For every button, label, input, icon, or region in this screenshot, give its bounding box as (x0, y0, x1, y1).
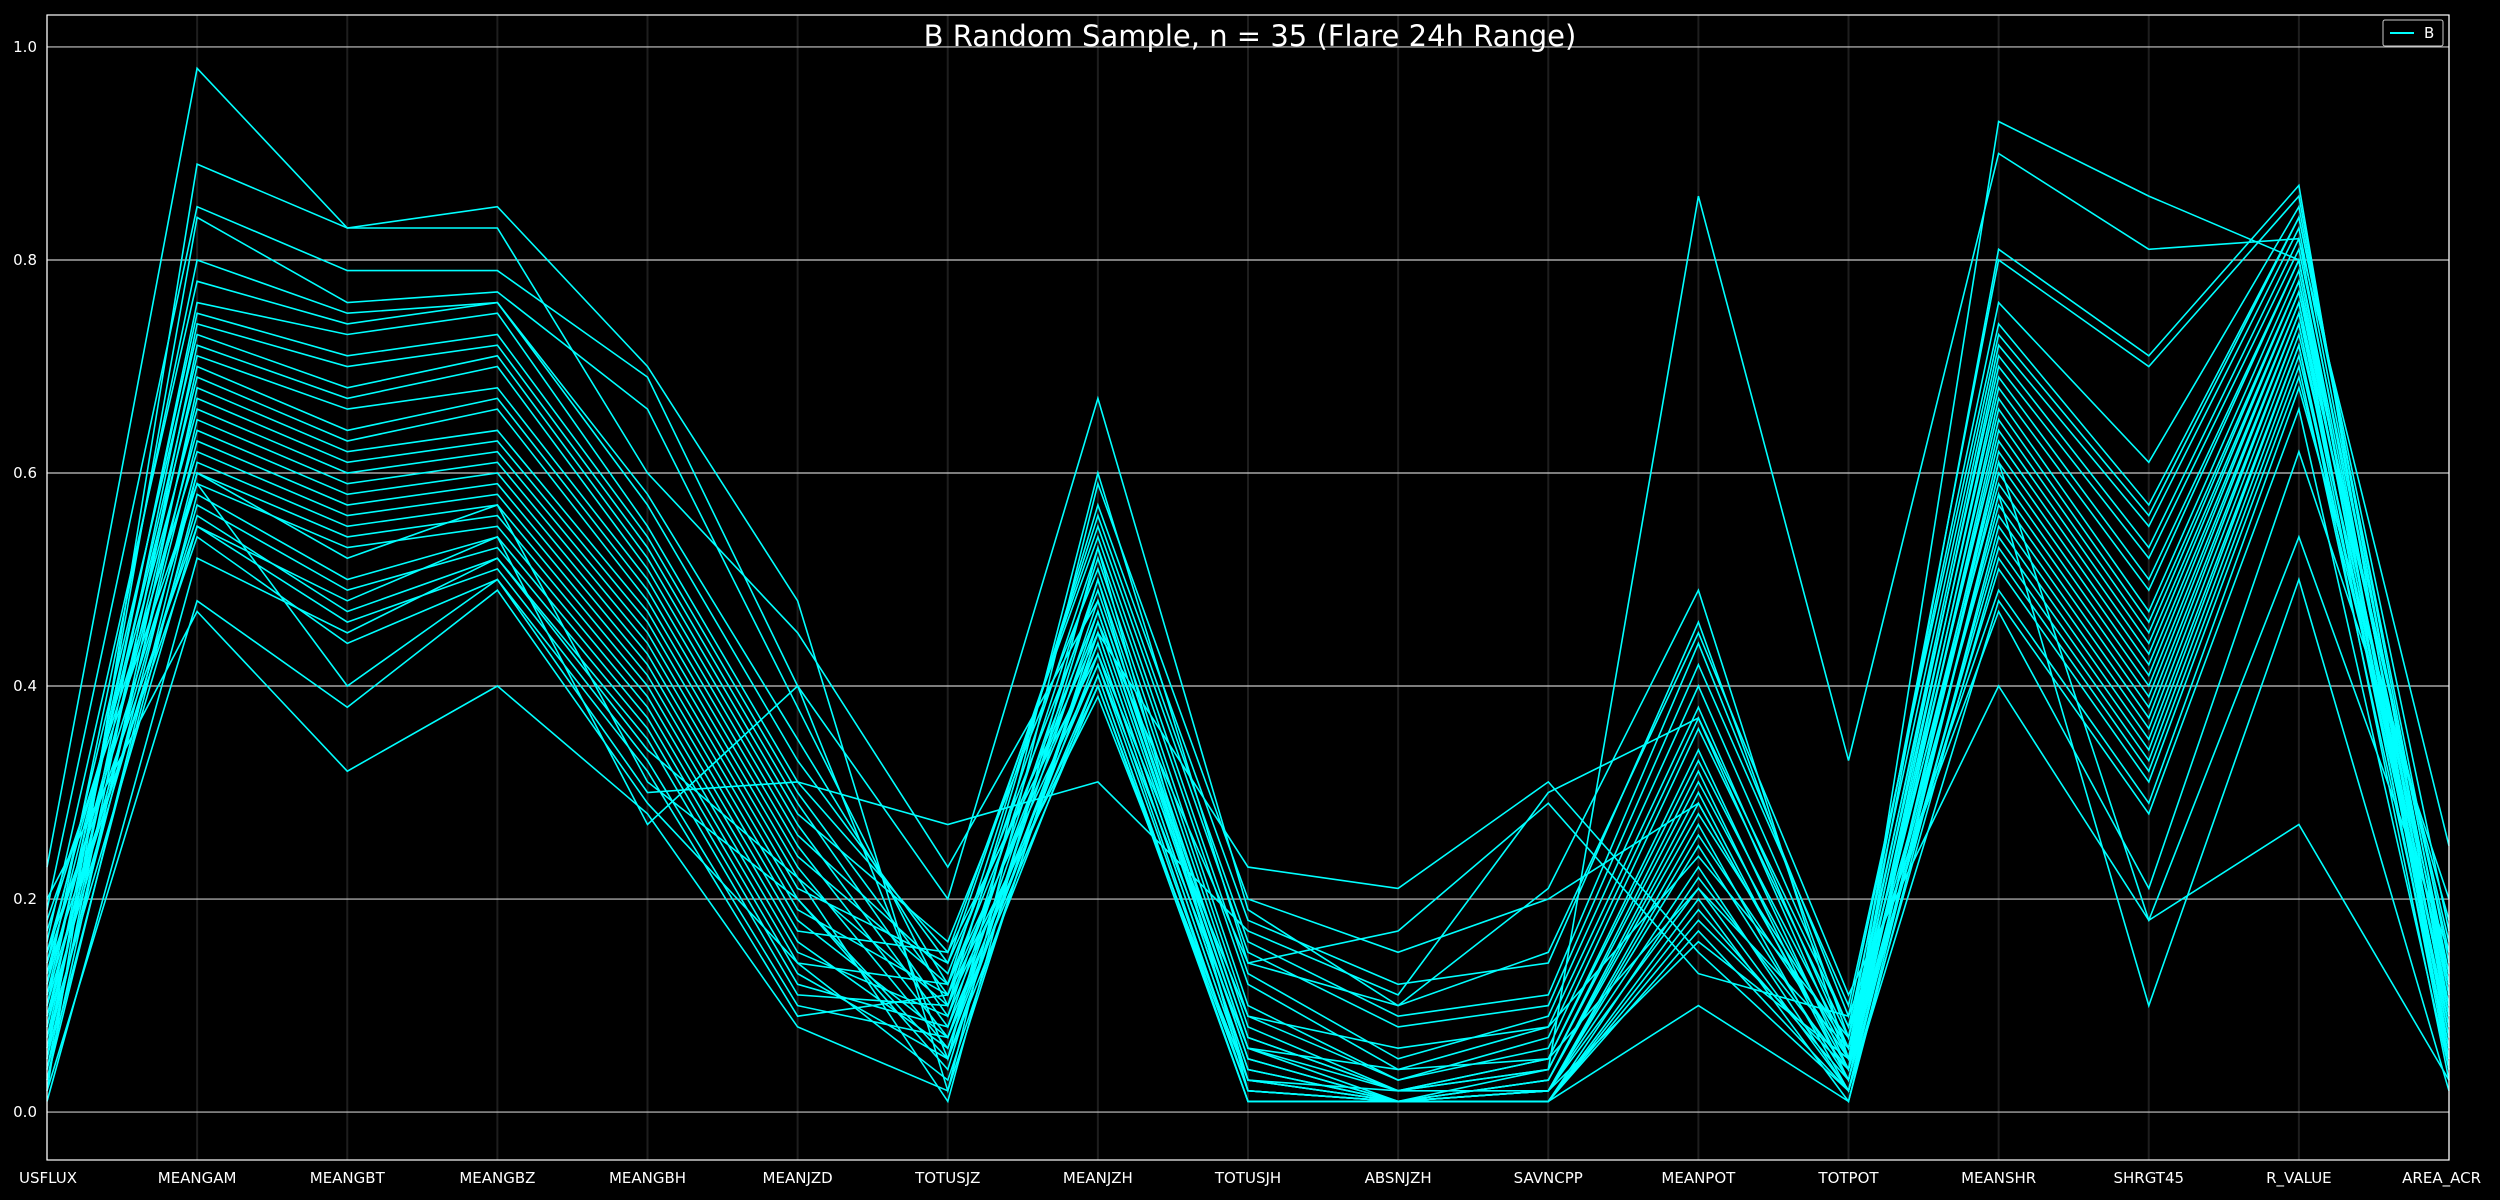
x-tick-label-area_acr: AREA_ACR (2402, 1169, 2481, 1188)
y-tick-label: 0.4 (13, 677, 37, 695)
x-tick-label-totpot: TOTPOT (1817, 1169, 1879, 1187)
legend-label-b: B (2424, 24, 2434, 42)
series-line-6 (46, 215, 2450, 1028)
y-axis-ticks: 0.0 0.2 0.4 0.6 0.8 1.0 (13, 38, 37, 1121)
x-tick-label-meanpot: MEANPOT (1661, 1169, 1736, 1187)
y-tick-label: 0.6 (13, 464, 37, 482)
x-tick-label-meangbz: MEANGBZ (459, 1169, 535, 1187)
series-line-21 (46, 310, 2450, 1050)
series-line-18 (46, 299, 2450, 1103)
x-tick-label-totusjz: TOTUSJZ (914, 1169, 980, 1187)
series-line-33 (46, 395, 2450, 1007)
x-tick-label-savncpp: SAVNCPP (1514, 1169, 1583, 1187)
series-line-11 (46, 257, 2450, 1092)
x-axis-ticks: USFLUX MEANGAM MEANGBT MEANGBZ MEANGBH MEANJZ… (19, 1169, 2481, 1188)
series-line-5 (46, 204, 2450, 1019)
x-tick-label-absnjzh: ABSNJZH (1365, 1169, 1432, 1187)
series-line-16 (46, 289, 2450, 1103)
x-tick-label-shrgt45: SHRGT45 (2113, 1169, 2184, 1187)
x-tick-label-r_value: R_VALUE (2266, 1169, 2332, 1188)
x-tick-label-meanjzh: MEANJZH (1063, 1169, 1133, 1187)
series-line-24 (46, 331, 2450, 1071)
y-tick-label: 0.8 (13, 251, 37, 269)
x-tick-label-meanjzd: MEANJZD (763, 1169, 833, 1187)
series-line-12 (46, 257, 2450, 1092)
series-line-4 (46, 194, 2450, 1059)
series-line-9 (46, 236, 2450, 1081)
y-tick-label: 0.2 (13, 890, 37, 908)
x-tick-label-meangbt: MEANGBT (310, 1169, 386, 1187)
legend: B (2382, 19, 2444, 47)
series-line-34 (46, 491, 2450, 1104)
x-tick-label-usflux: USFLUX (19, 1169, 77, 1187)
vertical-grid (46, 15, 2450, 1160)
series-line-32 (46, 449, 2450, 1092)
series-line-31 (46, 406, 2450, 1093)
series-line-35 (46, 459, 2450, 1103)
series-line-28 (46, 363, 2450, 1103)
x-tick-label-meangbh: MEANGBH (609, 1169, 686, 1187)
y-tick-label: 0.0 (13, 1103, 37, 1121)
series-line-30 (46, 385, 2450, 1029)
series-lines (46, 66, 2450, 1104)
series-line-1 (46, 66, 2450, 1094)
x-tick-label-meanshr: MEANSHR (1961, 1169, 2036, 1187)
series-line-7 (46, 214, 2450, 1060)
chart-title: B Random Sample, n = 35 (Flare 24h Range… (924, 19, 1577, 53)
plot-frame (46, 14, 2450, 1161)
x-tick-label-meangam: MEANGAM (158, 1169, 237, 1187)
series-line-8 (46, 225, 2450, 1071)
x-tick-label-totusjh: TOTUSJH (1214, 1169, 1281, 1187)
y-tick-label: 1.0 (13, 38, 37, 56)
